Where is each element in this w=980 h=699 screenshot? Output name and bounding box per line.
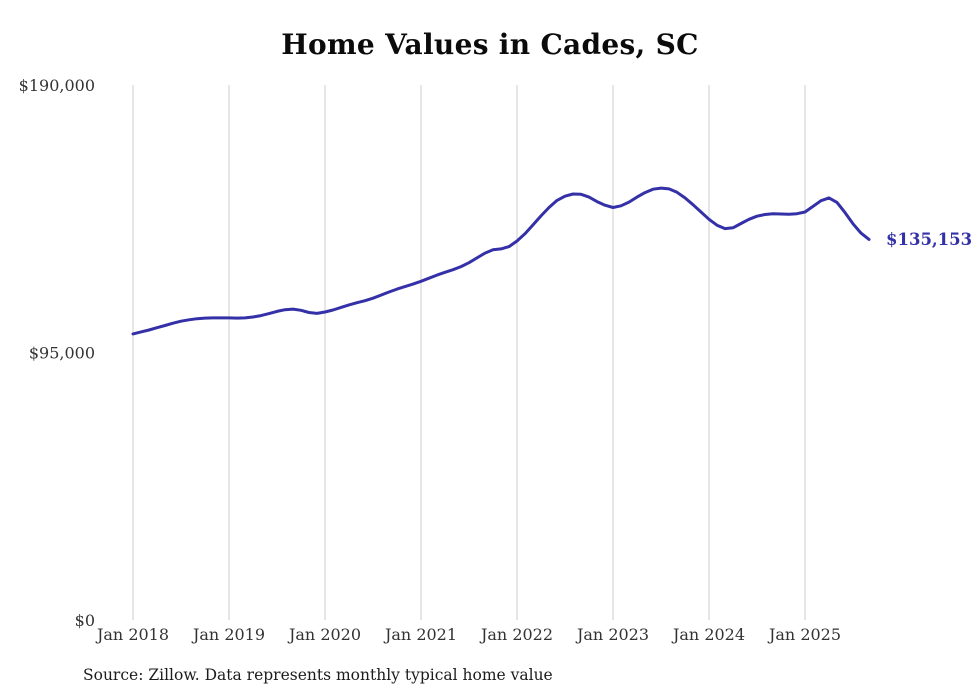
x-axis-tick-label: Jan 2024 xyxy=(671,625,745,644)
source-note: Source: Zillow. Data represents monthly … xyxy=(83,666,553,684)
chart-title: Home Values in Cades, SC xyxy=(281,28,699,61)
x-axis-tick-label: Jan 2023 xyxy=(575,625,649,644)
x-axis-tick-label: Jan 2021 xyxy=(383,625,457,644)
latest-value-label: $135,153 xyxy=(886,230,973,249)
x-axis-tick-label: Jan 2025 xyxy=(767,625,841,644)
x-axis-tick-label: Jan 2019 xyxy=(191,625,265,644)
y-axis-tick-label: $0 xyxy=(75,611,95,630)
y-axis-tick-label: $190,000 xyxy=(19,76,95,95)
x-axis-tick-label: Jan 2018 xyxy=(95,625,169,644)
x-axis-tick-label: Jan 2022 xyxy=(479,625,553,644)
x-axis-tick-label: Jan 2020 xyxy=(287,625,361,644)
y-axis-tick-label: $95,000 xyxy=(29,344,95,363)
home-value-line xyxy=(131,186,871,336)
